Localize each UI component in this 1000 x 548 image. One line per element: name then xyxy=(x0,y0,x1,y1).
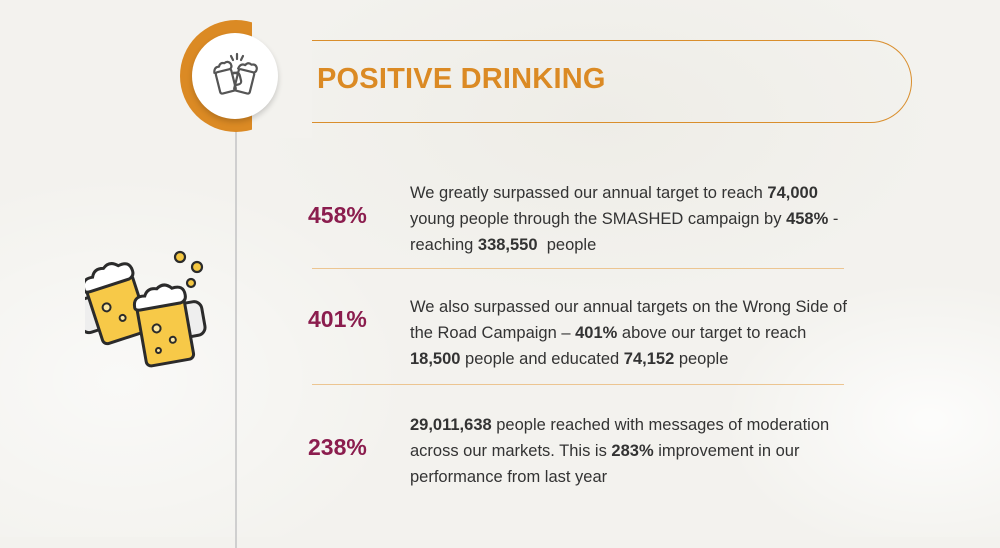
header-pill xyxy=(262,40,912,123)
timeline-line xyxy=(235,118,237,548)
header-icon-circle xyxy=(192,33,278,119)
stat-description: We also surpassed our annual targets on … xyxy=(410,298,847,368)
stat-value: 458% xyxy=(308,202,367,228)
stat-value: 401% xyxy=(308,306,367,332)
beer-mugs-icon xyxy=(85,250,207,368)
stat-value: 238% xyxy=(308,434,367,460)
stat-row: 238% 29,011,638 people reached with mess… xyxy=(300,412,860,502)
stat-row: 401% We also surpassed our annual target… xyxy=(300,294,860,384)
stat-description: We greatly surpassed our annual target t… xyxy=(410,184,839,254)
beer-cheers-icon xyxy=(213,52,258,95)
divider xyxy=(312,268,844,269)
stat-row: 458% We greatly surpassed our annual tar… xyxy=(300,180,860,270)
divider xyxy=(312,384,844,385)
stat-description: 29,011,638 people reached with messages … xyxy=(410,416,830,486)
page-title: POSITIVE DRINKING xyxy=(317,63,606,95)
